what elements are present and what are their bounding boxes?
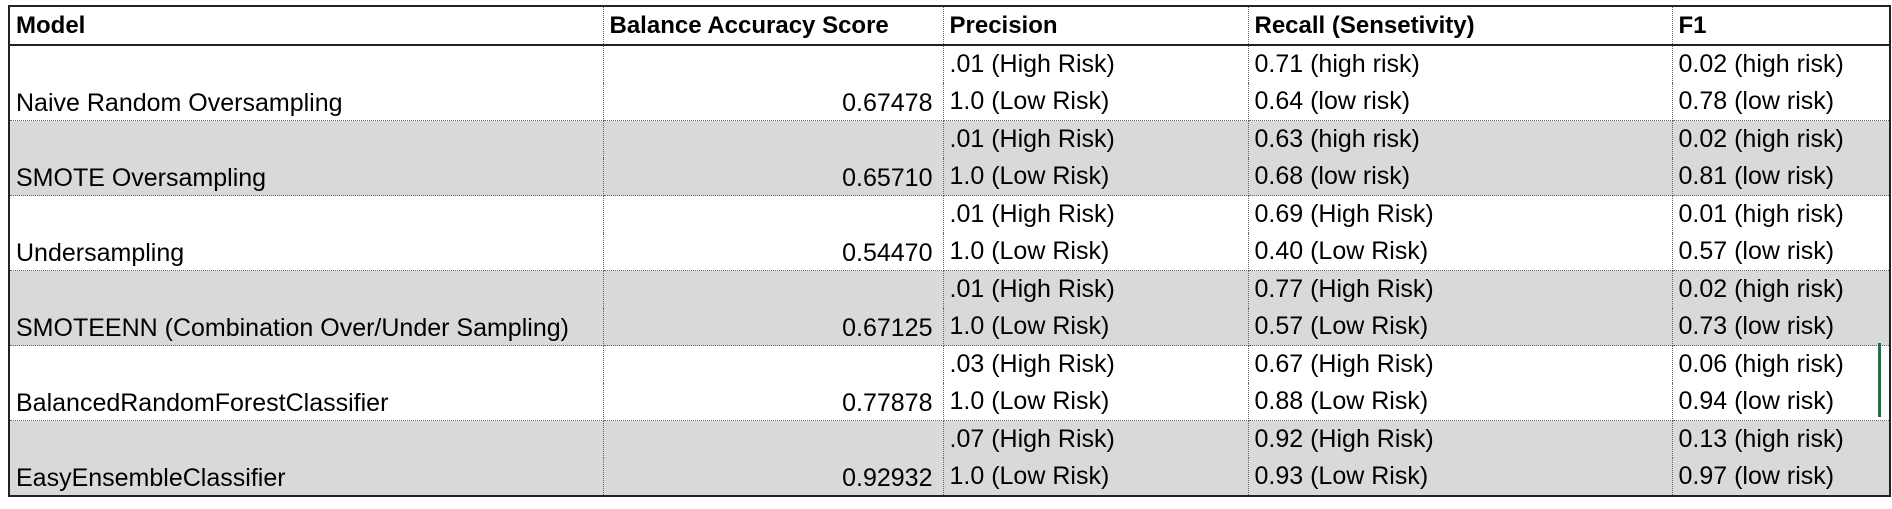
f1-low-cell[interactable]: 0.97 (low risk) [1672,458,1890,497]
model-cell[interactable]: Undersampling [9,195,604,271]
header-recall[interactable]: Recall (Sensetivity) [1248,6,1673,46]
recall-high-cell[interactable]: 0.92 (High Risk) [1248,420,1673,458]
header-row: Model Balance Accuracy Score Precision R… [9,6,1890,46]
table-row: 1.0 (Low Risk) 0.68 (low risk) 0.81 (low… [9,158,1890,196]
precision-low-cell[interactable]: 1.0 (Low Risk) [943,458,1249,497]
table-row: SMOTEENN (Combination Over/Under Samplin… [9,270,1890,346]
precision-high-cell[interactable]: .01 (High Risk) [943,120,1249,158]
precision-low-cell[interactable]: 1.0 (Low Risk) [943,83,1249,121]
model-cell[interactable]: SMOTE Oversampling [9,120,604,196]
table-row: 1.0 (Low Risk) 0.88 (Low Risk) 0.94 (low… [9,383,1890,421]
recall-high-cell[interactable]: 0.67 (High Risk) [1248,345,1673,383]
f1-low-cell[interactable]: 0.73 (low risk) [1672,308,1890,346]
recall-low-cell[interactable]: 0.68 (low risk) [1248,158,1673,196]
precision-high-cell[interactable]: .07 (High Risk) [943,420,1249,458]
cell-selection-border [1878,343,1881,417]
balance-accuracy-cell[interactable]: 0.92932 [603,420,944,497]
model-cell[interactable]: SMOTEENN (Combination Over/Under Samplin… [9,270,604,346]
recall-low-cell[interactable]: 0.57 (Low Risk) [1248,308,1673,346]
precision-high-cell[interactable]: .01 (High Risk) [943,195,1249,233]
balance-accuracy-cell[interactable]: 0.67478 [603,45,944,121]
balance-accuracy-cell[interactable]: 0.54470 [603,195,944,271]
model-cell[interactable]: EasyEnsembleClassifier [9,420,604,497]
f1-low-cell[interactable]: 0.94 (low risk) [1672,383,1890,421]
f1-high-cell[interactable]: 0.02 (high risk) [1672,120,1890,158]
model-cell[interactable]: Naive Random Oversampling [9,45,604,121]
recall-low-cell[interactable]: 0.88 (Low Risk) [1248,383,1673,421]
precision-low-cell[interactable]: 1.0 (Low Risk) [943,158,1249,196]
f1-low-cell[interactable]: 0.57 (low risk) [1672,233,1890,271]
f1-high-cell[interactable]: 0.02 (high risk) [1678,50,1844,78]
table-row: SMOTE Oversampling 0.65710 .01 (High Ris… [9,120,1890,196]
recall-low-cell[interactable]: 0.64 (low risk) [1248,83,1673,121]
table-row: 1.0 (Low Risk) 0.93 (Low Risk) 0.97 (low… [9,458,1890,497]
f1-high-cell[interactable]: 0.06 (high risk) [1678,350,1844,378]
f1-high-cell[interactable]: 0.02 (high risk) [1672,270,1890,308]
header-f1[interactable]: F1 [1672,6,1890,46]
model-comparison-table: Model Balance Accuracy Score Precision R… [8,5,1891,497]
table-row: BalancedRandomForestClassifier 0.77878 .… [9,345,1890,421]
precision-high-cell[interactable]: .01 (High Risk) [943,270,1249,308]
spreadsheet: Model Balance Accuracy Score Precision R… [8,5,1891,497]
precision-low-cell[interactable]: 1.0 (Low Risk) [943,308,1249,346]
recall-high-cell[interactable]: 0.69 (High Risk) [1248,195,1673,233]
recall-high-cell[interactable]: 0.71 (high risk) [1248,45,1673,83]
balance-accuracy-cell[interactable]: 0.67125 [603,270,944,346]
table-row: 1.0 (Low Risk) 0.64 (low risk) 0.78 (low… [9,83,1890,121]
balance-accuracy-cell[interactable]: 0.77878 [603,345,944,421]
f1-high-cell[interactable]: 0.13 (high risk) [1672,420,1890,458]
header-balance-accuracy[interactable]: Balance Accuracy Score [603,6,944,46]
table-row: 1.0 (Low Risk) 0.40 (Low Risk) 0.57 (low… [9,233,1890,271]
table-row: Undersampling 0.54470 .01 (High Risk) 0.… [9,195,1890,271]
f1-low-cell[interactable]: 0.78 (low risk) [1672,83,1890,121]
precision-high-cell[interactable]: .03 (High Risk) [943,345,1249,383]
recall-high-cell[interactable]: 0.77 (High Risk) [1248,270,1673,308]
table-row: EasyEnsembleClassifier 0.92932 .07 (High… [9,420,1890,497]
precision-high-cell[interactable]: .01 (High Risk) [943,45,1249,83]
f1-low-cell[interactable]: 0.81 (low risk) [1672,158,1890,196]
table-row: 1.0 (Low Risk) 0.57 (Low Risk) 0.73 (low… [9,308,1890,346]
model-cell[interactable]: BalancedRandomForestClassifier [9,345,604,421]
recall-high-cell[interactable]: 0.63 (high risk) [1248,120,1673,158]
recall-low-cell[interactable]: 0.93 (Low Risk) [1248,458,1673,497]
f1-high-cell[interactable]: 0.01 (high risk) [1678,200,1844,228]
precision-low-cell[interactable]: 1.0 (Low Risk) [943,383,1249,421]
precision-low-cell[interactable]: 1.0 (Low Risk) [943,233,1249,271]
header-precision[interactable]: Precision [943,6,1249,46]
balance-accuracy-cell[interactable]: 0.65710 [603,120,944,196]
table-row: Naive Random Oversampling 0.67478 .01 (H… [9,45,1890,121]
header-model[interactable]: Model [9,6,604,46]
recall-low-cell[interactable]: 0.40 (Low Risk) [1248,233,1673,271]
